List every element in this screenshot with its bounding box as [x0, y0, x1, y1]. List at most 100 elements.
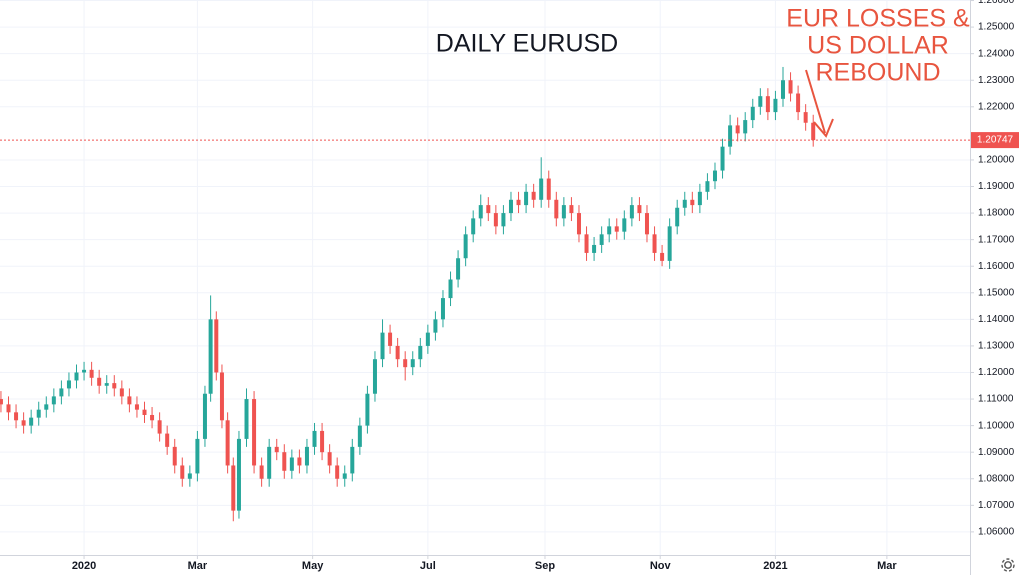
candle-body [773, 98, 778, 113]
candle-body [690, 199, 695, 206]
y-tick-label: 1.09000 [978, 447, 1015, 458]
x-tick-label: Nov [650, 560, 672, 572]
candle-body [743, 120, 748, 134]
annotation-text: EUR LOSSES & [786, 5, 970, 33]
candle-body [165, 433, 170, 447]
candle-body [267, 446, 272, 479]
candle-body [74, 372, 79, 381]
candle-body [539, 178, 544, 200]
candle-body [765, 96, 770, 113]
candle-body [202, 393, 207, 439]
candle-body [433, 319, 438, 333]
candle-body [231, 465, 236, 511]
candle-body [335, 465, 340, 479]
grid [0, 0, 970, 555]
candle-body [14, 412, 19, 421]
candle-body [327, 452, 332, 466]
candle-body [29, 417, 34, 426]
candle-body [576, 213, 581, 235]
candle-body [187, 473, 192, 479]
candle-body [350, 446, 355, 474]
candle-body [471, 218, 476, 235]
candle-body [758, 96, 763, 107]
y-tick-label: 1.06000 [978, 527, 1015, 538]
candle-body [134, 404, 139, 410]
candle-body [546, 178, 551, 200]
candle-body [342, 473, 347, 479]
y-tick-label: 1.26000 [978, 0, 1015, 6]
candle-body [811, 122, 816, 141]
candle-body [112, 383, 117, 389]
candle-body [448, 279, 453, 299]
candle-body [219, 372, 224, 421]
candle-body [478, 205, 483, 219]
candle-body [622, 218, 627, 232]
price-label-box [971, 132, 1019, 149]
candle-body [97, 377, 102, 386]
price-label: 1.20747 [977, 135, 1014, 146]
y-tick-label: 1.17000 [978, 234, 1015, 245]
candle-body [82, 369, 87, 373]
candle-body [388, 332, 393, 346]
y-tick-label: 1.13000 [978, 341, 1015, 352]
candles [0, 66, 816, 522]
candle-body [720, 146, 725, 171]
candle-body [554, 199, 559, 219]
candle-body [225, 420, 230, 466]
candle-body [637, 205, 642, 214]
candle-body [0, 399, 3, 405]
candle-body [501, 213, 506, 227]
candle-body [629, 205, 634, 219]
candle-body [150, 414, 155, 421]
y-tick-label: 1.25000 [978, 22, 1015, 33]
candle-body [796, 93, 801, 113]
candle-body [516, 199, 521, 206]
candle-body [289, 457, 294, 471]
candle-body [425, 332, 430, 346]
candle-body [66, 380, 71, 389]
candle-body [728, 125, 733, 147]
x-tick-label: Mar [877, 560, 897, 572]
candle-body [259, 465, 264, 479]
candle-body [214, 319, 219, 373]
candle-body [172, 446, 177, 466]
x-tick-label: 2020 [72, 560, 96, 572]
candle-body [36, 409, 41, 418]
candle-body [561, 205, 566, 219]
candle-body [803, 112, 808, 123]
candle-body [508, 199, 513, 214]
candle-body [697, 191, 702, 206]
candle-body [440, 298, 445, 320]
annotation-arrowhead [813, 118, 834, 138]
candle-body [282, 452, 287, 471]
x-tick-label: Jul [420, 560, 436, 572]
candle-body [274, 446, 279, 453]
y-tick-label: 1.08000 [978, 473, 1015, 484]
annotation-arrow [805, 69, 826, 134]
axes: 1.06000 1.07000 1.08000 1.09000 1.10000 1.110… [72, 0, 1015, 572]
candle-body [89, 369, 94, 378]
candle-body [365, 393, 370, 426]
candle-body [614, 226, 619, 232]
candle-body [44, 404, 49, 410]
candle-body [357, 425, 362, 447]
settings-icon[interactable] [1001, 558, 1015, 572]
candle-body [395, 345, 400, 360]
x-tick-label: Mar [188, 560, 208, 572]
y-tick-label: 1.07000 [978, 500, 1015, 511]
y-tick-label: 1.16000 [978, 261, 1015, 272]
candle-body [304, 446, 309, 466]
annotation-text: US DOLLAR [807, 32, 949, 60]
y-tick-label: 1.12000 [978, 367, 1015, 378]
candle-body [208, 319, 213, 394]
candle-body [180, 465, 185, 479]
candle-body [244, 399, 249, 439]
candle-body [524, 191, 529, 206]
y-tick-label: 1.23000 [978, 75, 1015, 86]
y-tick-label: 1.22000 [978, 101, 1015, 112]
candle-body [104, 383, 109, 386]
candle-body [59, 388, 64, 397]
